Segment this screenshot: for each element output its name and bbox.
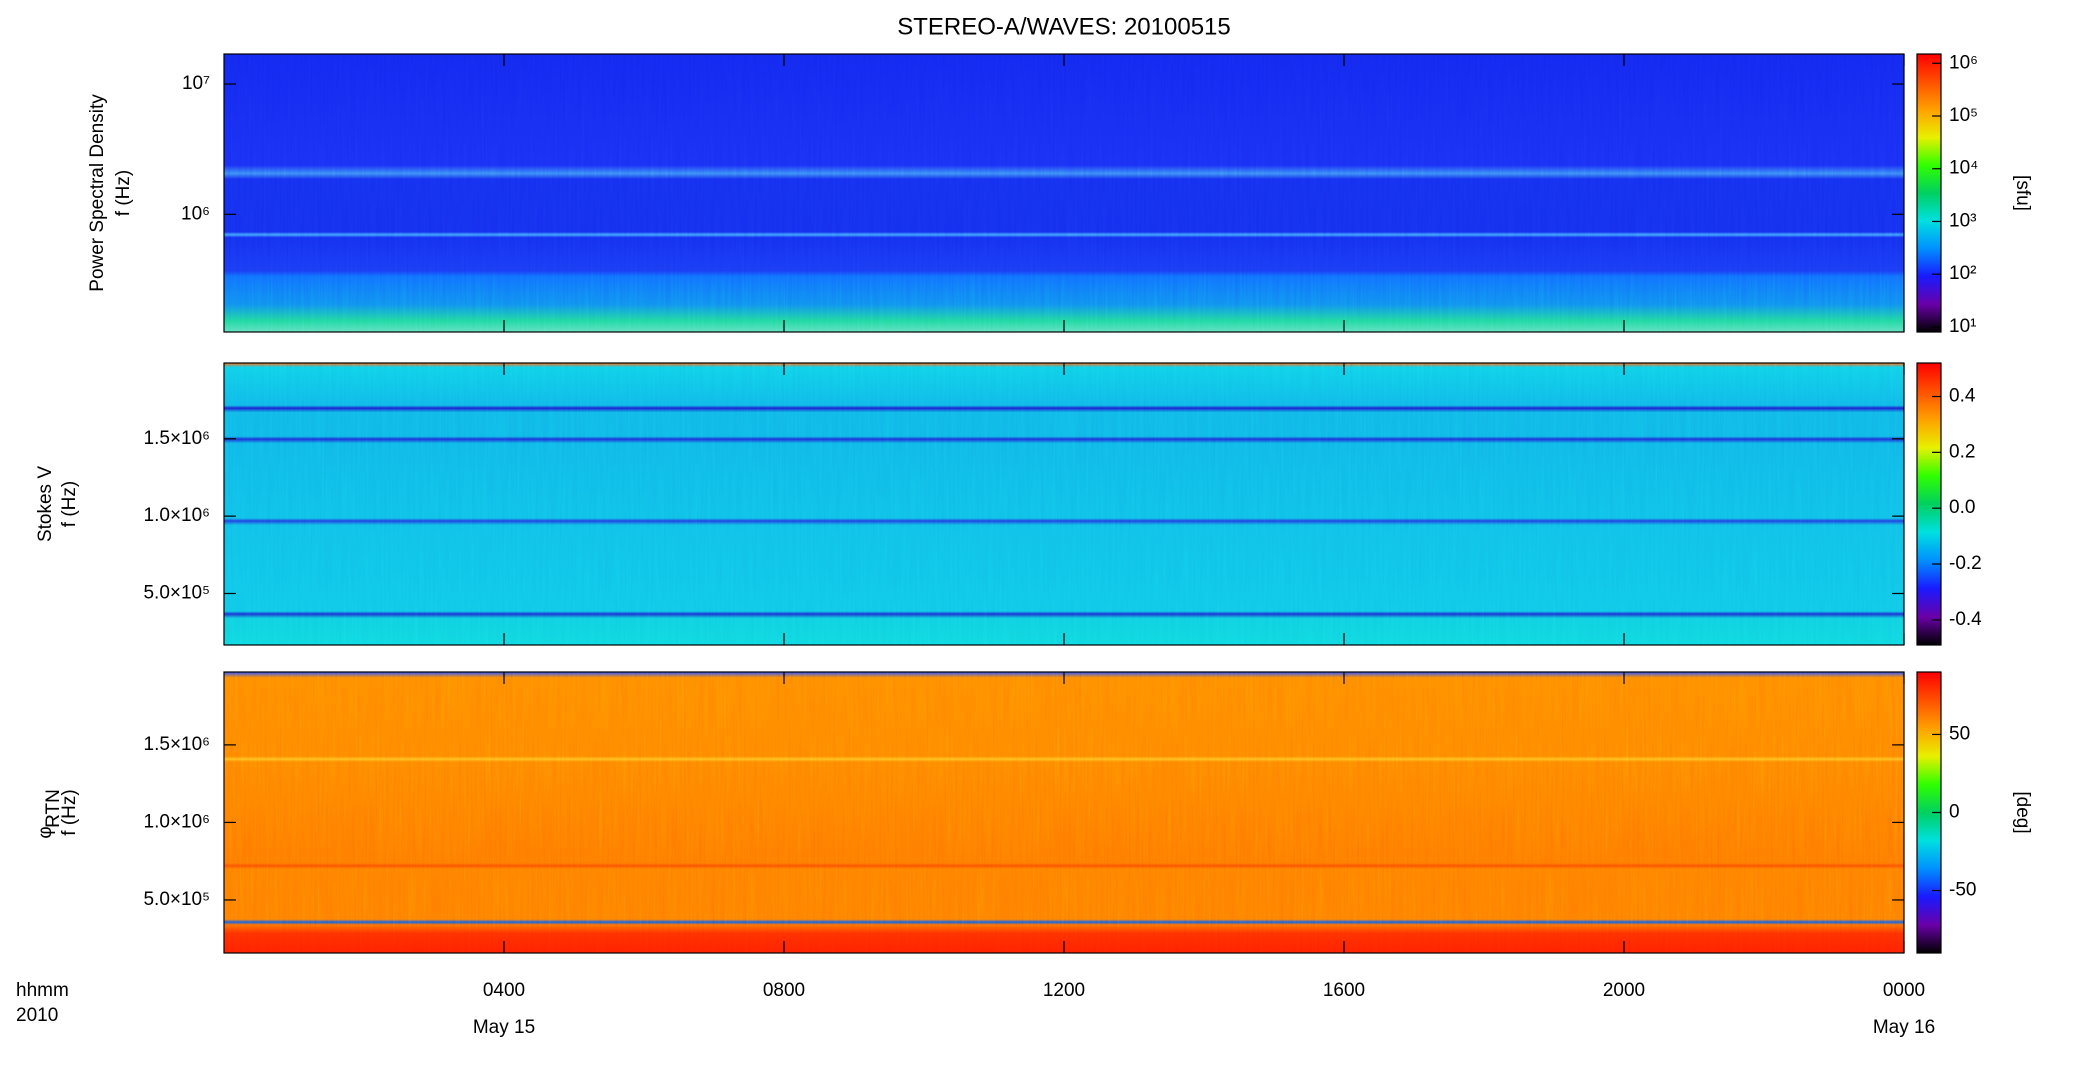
- y-tick-label: 5.0×10⁵: [143, 889, 210, 910]
- y-tick-label: 5.0×10⁵: [143, 583, 210, 604]
- x-tick-label: 2000: [1603, 980, 1645, 1001]
- spectrogram-texture: [224, 54, 1904, 332]
- spectrogram-texture: [224, 672, 1904, 953]
- date-label: May 15: [473, 1017, 535, 1038]
- y-axis-label-subscript: RTN: [43, 789, 64, 828]
- x-tick-label: 0000: [1883, 980, 1925, 1001]
- colorbar-tick-label: 0.0: [1949, 497, 1975, 518]
- date-label: May 16: [1873, 1017, 1935, 1038]
- colorbar-tick-label: 0.2: [1949, 441, 1975, 462]
- colorbar-tick-label: -0.2: [1949, 553, 1982, 574]
- y-tick-label: 10⁷: [182, 73, 210, 94]
- colorbar-tick-label: 10²: [1949, 263, 1976, 284]
- colorbar-label: [deg]: [2012, 791, 2033, 833]
- y-tick-label: 10⁶: [181, 203, 210, 224]
- y-axis-label: φ: [35, 826, 56, 838]
- colorbar-tick-label: 0: [1949, 802, 1960, 823]
- colorbar-tick-label: 50: [1949, 723, 1970, 744]
- colorbar-tick-label: 10³: [1949, 210, 1976, 231]
- x-axis-unit-label: 2010: [16, 1005, 58, 1026]
- colorbar-frame: [1916, 362, 1942, 646]
- y-axis-label: Power Spectral Density: [87, 94, 108, 292]
- spectrogram-texture: [224, 363, 1904, 645]
- y-axis-label: f (Hz): [59, 481, 80, 527]
- y-axis-label: f (Hz): [113, 170, 134, 216]
- y-tick-label: 1.0×10⁶: [144, 811, 210, 832]
- colorbar-label: [sfu]: [2012, 175, 2033, 211]
- colorbar: [1917, 54, 1941, 332]
- x-tick-label: 0400: [483, 980, 525, 1001]
- x-tick-label: 1200: [1043, 980, 1085, 1001]
- y-axis-label: f (Hz): [59, 789, 80, 835]
- x-axis-unit-label: hhmm: [16, 980, 69, 1001]
- colorbar-tick-label: 10⁵: [1949, 105, 1978, 126]
- y-tick-label: 1.5×10⁶: [144, 734, 210, 755]
- colorbar-frame: [1916, 53, 1942, 333]
- y-tick-label: 1.5×10⁶: [144, 428, 210, 449]
- y-tick-label: 1.0×10⁶: [144, 505, 210, 526]
- colorbar-tick-label: 10¹: [1949, 316, 1976, 337]
- chart-title: STEREO-A/WAVES: 20100515: [897, 13, 1230, 40]
- colorbar-tick-label: 10⁴: [1949, 158, 1978, 179]
- colorbar: [1917, 363, 1941, 645]
- x-tick-label: 1600: [1323, 980, 1365, 1001]
- x-tick-label: 0800: [763, 980, 805, 1001]
- y-axis-label: Stokes V: [35, 466, 56, 542]
- colorbar-tick-label: 0.4: [1949, 386, 1976, 407]
- colorbar-tick-label: -0.4: [1949, 609, 1982, 630]
- colorbar-tick-label: 10⁶: [1949, 52, 1978, 73]
- colorbar-tick-label: -50: [1949, 880, 1976, 901]
